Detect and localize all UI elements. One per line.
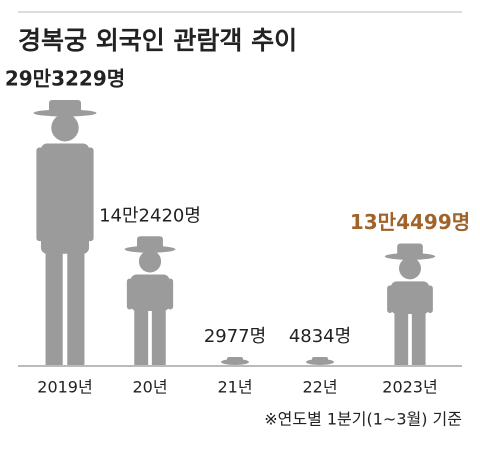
head (138, 250, 162, 273)
arm (36, 147, 44, 242)
value-label: 29만3229명 (5, 67, 125, 91)
x-tick-label: 21년 (217, 378, 252, 397)
hat-crown (312, 357, 328, 363)
hat-crown (48, 100, 82, 113)
figure (221, 357, 249, 365)
leg (134, 308, 149, 365)
figure (124, 236, 176, 365)
value-label: 14만2420명 (99, 205, 201, 226)
figure (306, 357, 334, 365)
arm (126, 278, 133, 310)
value-label: 4834명 (289, 326, 351, 347)
torso (40, 143, 90, 254)
head (51, 114, 79, 142)
leg (45, 251, 63, 365)
x-tick-label: 20년 (132, 378, 167, 397)
torso (130, 274, 170, 311)
head (399, 257, 421, 280)
leg (67, 251, 85, 365)
arm (427, 285, 433, 314)
hat-crown (397, 243, 423, 257)
arm (167, 278, 174, 310)
leg (394, 311, 409, 365)
x-tick-label: 2019년 (37, 378, 92, 397)
figure (33, 100, 97, 365)
hat-crown (137, 236, 163, 250)
note: ※연도별 1분기(1~3월) 기준 (264, 410, 462, 429)
torso (390, 281, 430, 314)
value-label: 13만4499명 (350, 210, 470, 234)
x-tick-label: 2023년 (382, 378, 437, 397)
chart-title: 경복궁 외국인 관람객 추이 (18, 26, 297, 55)
leg (151, 308, 166, 365)
x-tick-label: 22년 (302, 378, 337, 397)
leg (411, 311, 426, 365)
arm (86, 147, 94, 242)
hat-crown (227, 357, 243, 363)
value-label: 2977명 (204, 326, 266, 347)
figure (384, 243, 436, 365)
arm (387, 285, 393, 314)
